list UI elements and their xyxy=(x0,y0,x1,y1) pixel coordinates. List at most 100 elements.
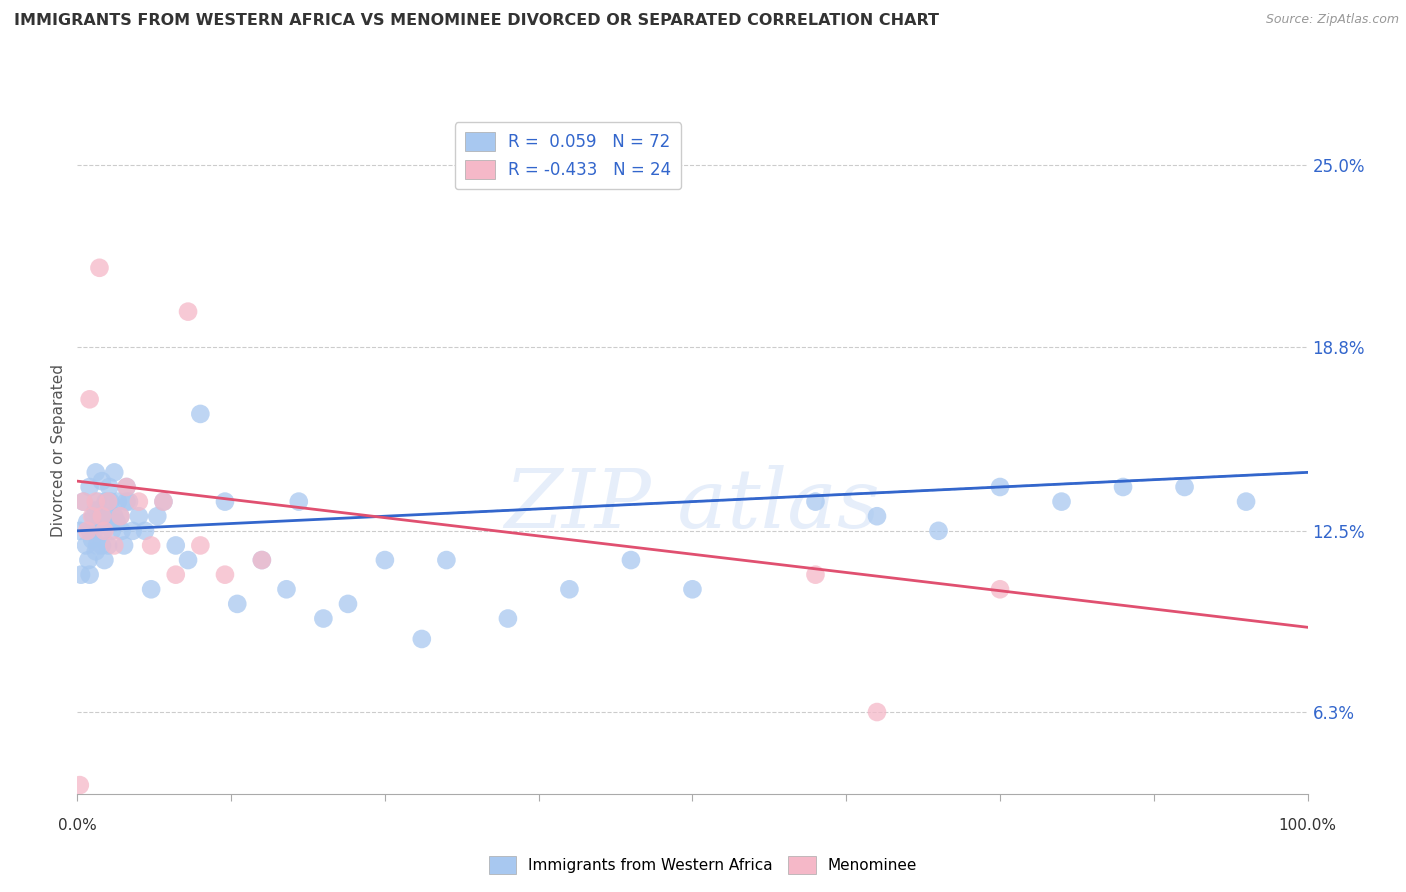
Point xyxy=(337,597,360,611)
Point xyxy=(988,480,1011,494)
Point xyxy=(276,582,298,597)
Point xyxy=(374,553,396,567)
Point xyxy=(804,494,827,508)
Point xyxy=(90,509,112,524)
Point xyxy=(436,553,458,567)
Point xyxy=(98,480,121,494)
Point xyxy=(682,582,704,597)
Point xyxy=(226,597,249,611)
Point xyxy=(72,494,94,508)
Point xyxy=(112,538,135,552)
Point xyxy=(83,524,105,538)
Point xyxy=(75,538,97,552)
Point xyxy=(1112,480,1135,494)
Point xyxy=(76,515,98,529)
Point xyxy=(93,553,115,567)
Point xyxy=(103,466,125,480)
Point xyxy=(69,524,91,538)
Point xyxy=(103,538,125,552)
Point xyxy=(115,480,138,494)
Point xyxy=(84,544,107,558)
Point xyxy=(79,480,101,494)
Point xyxy=(177,553,200,567)
Point xyxy=(128,509,150,524)
Point xyxy=(115,480,138,494)
Point xyxy=(89,260,111,275)
Point xyxy=(79,392,101,407)
Point xyxy=(288,494,311,508)
Point xyxy=(988,582,1011,597)
Point xyxy=(82,533,104,547)
Point xyxy=(84,466,107,480)
Point xyxy=(110,509,132,524)
Point xyxy=(928,524,950,538)
Point xyxy=(76,524,98,538)
Point xyxy=(1050,494,1073,508)
Point xyxy=(107,494,129,508)
Point xyxy=(97,494,120,508)
Point xyxy=(1234,494,1257,508)
Point xyxy=(94,494,117,508)
Point xyxy=(128,494,150,508)
Point xyxy=(620,553,643,567)
Point xyxy=(165,538,187,552)
Point xyxy=(100,494,122,508)
Point xyxy=(84,494,107,508)
Point xyxy=(190,538,212,552)
Point xyxy=(152,494,174,508)
Point xyxy=(165,567,187,582)
Point xyxy=(91,524,114,538)
Point xyxy=(90,474,114,488)
Point xyxy=(1174,480,1197,494)
Point xyxy=(110,509,132,524)
Text: ZIP atlas: ZIP atlas xyxy=(505,466,880,545)
Point xyxy=(250,553,273,567)
Point xyxy=(250,553,273,567)
Point xyxy=(90,509,114,524)
Text: 0.0%: 0.0% xyxy=(58,818,97,832)
Point xyxy=(214,494,236,508)
Point xyxy=(82,509,104,524)
Point xyxy=(146,509,169,524)
Y-axis label: Divorced or Separated: Divorced or Separated xyxy=(51,364,66,537)
Point xyxy=(134,524,156,538)
Point xyxy=(79,524,101,538)
Point xyxy=(804,567,827,582)
Point xyxy=(89,515,111,529)
Point xyxy=(90,538,114,552)
Point xyxy=(496,611,519,625)
Point xyxy=(97,538,120,552)
Point xyxy=(96,515,118,529)
Point xyxy=(214,567,236,582)
Point xyxy=(411,632,433,646)
Point xyxy=(121,524,143,538)
Point xyxy=(84,503,107,517)
Point xyxy=(87,494,110,508)
Text: Source: ZipAtlas.com: Source: ZipAtlas.com xyxy=(1265,13,1399,27)
Point xyxy=(558,582,581,597)
Point xyxy=(93,524,115,538)
Point xyxy=(141,538,163,552)
Legend: Immigrants from Western Africa, Menominee: Immigrants from Western Africa, Menomine… xyxy=(482,850,924,880)
Point xyxy=(77,553,100,567)
Point xyxy=(111,524,132,538)
Point xyxy=(177,304,200,318)
Point xyxy=(118,494,141,508)
Point xyxy=(97,509,120,524)
Point xyxy=(82,509,104,524)
Point xyxy=(79,567,101,582)
Point xyxy=(115,494,138,508)
Point xyxy=(141,582,163,597)
Point xyxy=(70,567,93,582)
Text: 100.0%: 100.0% xyxy=(1278,818,1337,832)
Point xyxy=(101,524,124,538)
Point xyxy=(72,494,94,508)
Point xyxy=(86,538,108,552)
Point xyxy=(69,778,91,792)
Point xyxy=(105,515,128,529)
Point xyxy=(190,407,212,421)
Point xyxy=(103,509,125,524)
Point xyxy=(866,509,889,524)
Point xyxy=(90,509,114,524)
Point xyxy=(312,611,335,625)
